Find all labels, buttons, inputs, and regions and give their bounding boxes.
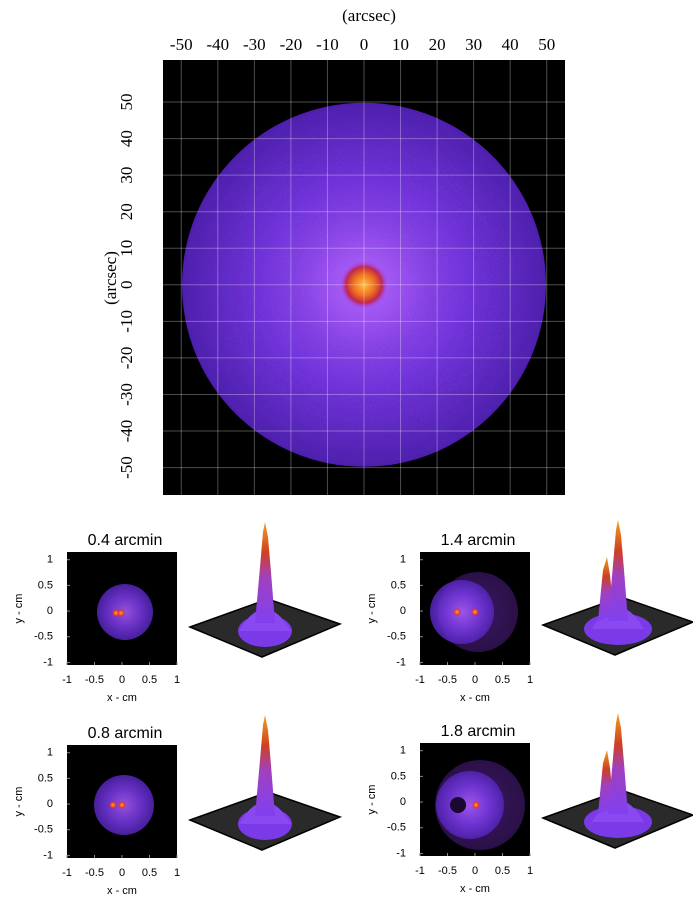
x-tick-label: 0: [360, 35, 369, 54]
x-tick-label: -30: [243, 35, 266, 54]
y-axis-label: y - cm: [13, 594, 25, 624]
y-tick-label: 0.5: [391, 770, 406, 782]
x-tick-label: -0.5: [85, 674, 104, 686]
y-tick-label: -1: [43, 849, 53, 861]
emission-disk: [430, 580, 494, 644]
y-tick-label: 1: [400, 745, 406, 757]
y-tick-label: 0: [47, 605, 53, 617]
x-tick-label: 1: [527, 865, 533, 877]
y-tick-label: 0: [47, 798, 53, 810]
x-tick-label: 0.5: [495, 865, 510, 877]
x-tick-label: 0.5: [495, 674, 510, 686]
y-tick-label: 1: [47, 554, 53, 566]
y-tick-label: -1: [396, 847, 406, 859]
surface-spike: [608, 713, 628, 814]
y-tick-label: -0.5: [387, 822, 406, 834]
y-tick-label: -50: [117, 456, 136, 479]
y-axis-label: y - cm: [366, 594, 378, 624]
surface-spike: [255, 715, 275, 816]
y-tick-label: 0.5: [38, 772, 53, 784]
y-tick-label: 30: [117, 167, 136, 184]
x-tick-label: -1: [62, 674, 72, 686]
y-tick-label: 50: [117, 94, 136, 111]
y-tick-label: -10: [117, 310, 136, 333]
y-tick-label: 40: [117, 130, 136, 147]
x-tick-label: 1: [527, 674, 533, 686]
y-tick-label: -40: [117, 420, 136, 443]
x-tick-label: 20: [429, 35, 446, 54]
x-tick-label: 1: [174, 867, 180, 879]
emission-disk: [97, 584, 153, 640]
x-tick-label: 0: [119, 674, 125, 686]
y-tick-label: -0.5: [34, 824, 53, 836]
bright-spot: [118, 801, 126, 809]
y-tick-label: -20: [117, 347, 136, 370]
y-tick-label: 0.5: [38, 579, 53, 591]
x-tick-label: 0: [119, 867, 125, 879]
emission-core: [340, 260, 388, 309]
x-tick-label: 1: [174, 674, 180, 686]
surface-spike: [608, 520, 628, 621]
y-axis-label: y - cm: [366, 785, 378, 815]
chart-title: 1.4 arcmin: [441, 532, 516, 549]
x-tick-label: 0.5: [142, 867, 157, 879]
y-tick-label: 1: [47, 747, 53, 759]
y-tick-label: -1: [396, 656, 406, 668]
x-tick-label: 50: [538, 35, 555, 54]
bright-spot: [472, 801, 480, 809]
x-tick-label: -1: [62, 867, 72, 879]
y-tick-label: 0: [400, 796, 406, 808]
x-tick-label: -0.5: [85, 867, 104, 879]
chart-title: 0.8 arcmin: [88, 725, 163, 742]
y-tick-label: -0.5: [34, 631, 53, 643]
emission-disk: [436, 771, 504, 839]
x-tick-label: -20: [280, 35, 303, 54]
x-tick-label: 10: [392, 35, 409, 54]
x-axis-label: x - cm: [107, 692, 137, 704]
x-tick-label: -0.5: [438, 674, 457, 686]
x-axis-label: x - cm: [107, 885, 137, 897]
bright-spot: [471, 608, 479, 616]
x-tick-label: -1: [415, 674, 425, 686]
x-tick-label: 30: [465, 35, 482, 54]
bright-spot: [117, 609, 125, 617]
y-tick-label: 1: [400, 554, 406, 566]
x-tick-label: -50: [170, 35, 193, 54]
y-tick-label: -0.5: [387, 631, 406, 643]
surface-spike: [255, 522, 275, 623]
y-axis-label: y - cm: [13, 787, 25, 817]
y-axis-label: (arcsec): [101, 251, 120, 305]
x-tick-label: 0.5: [142, 674, 157, 686]
x-tick-label: 40: [502, 35, 519, 54]
y-tick-label: 20: [117, 203, 136, 220]
y-tick-label: 0.5: [391, 579, 406, 591]
bright-spot: [109, 801, 117, 809]
x-tick-label: -10: [316, 35, 339, 54]
chart-title: 1.8 arcmin: [441, 723, 516, 740]
x-tick-label: 0: [472, 674, 478, 686]
x-tick-label: -0.5: [438, 865, 457, 877]
chart-title: 0.4 arcmin: [88, 532, 163, 549]
y-tick-label: -30: [117, 383, 136, 406]
shadow: [450, 797, 466, 813]
y-tick-label: 0: [400, 605, 406, 617]
y-tick-label: -1: [43, 656, 53, 668]
x-tick-label: -40: [206, 35, 229, 54]
x-tick-label: -1: [415, 865, 425, 877]
x-axis-label: x - cm: [460, 883, 490, 895]
y-tick-label: 0: [117, 281, 136, 290]
x-axis-label: x - cm: [460, 692, 490, 704]
x-axis-label: (arcsec): [342, 6, 396, 25]
y-tick-label: 10: [117, 240, 136, 257]
x-tick-label: 0: [472, 865, 478, 877]
bright-spot: [453, 608, 461, 616]
